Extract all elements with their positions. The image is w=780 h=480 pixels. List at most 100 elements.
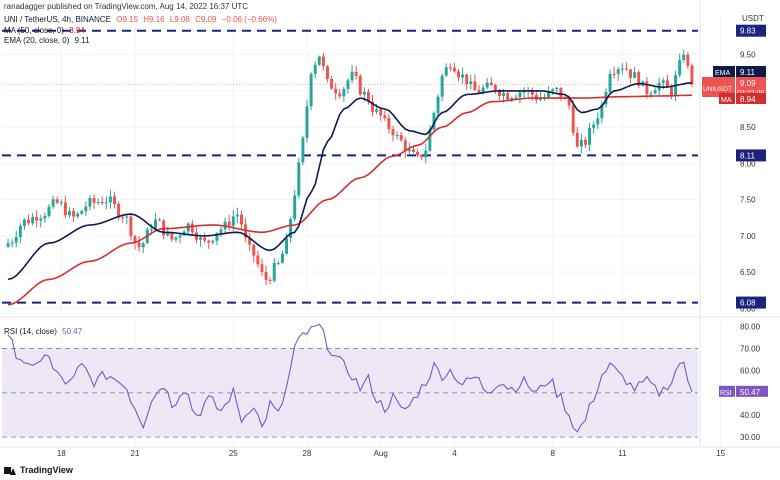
- candle-body: [620, 68, 624, 70]
- candlestick-series: [2, 49, 698, 286]
- level-tag-label: 6.08: [740, 299, 756, 308]
- candle-body: [330, 78, 334, 89]
- candle-body: [596, 118, 600, 125]
- rsi-value-tag: [736, 385, 768, 397]
- candle-body: [154, 219, 157, 230]
- candle-body: [399, 135, 403, 141]
- candle-body: [387, 118, 391, 130]
- candle-body: [280, 253, 284, 263]
- candle-body: [452, 67, 456, 72]
- candle-body: [436, 96, 440, 114]
- candle-body: [682, 54, 686, 61]
- candle-body: [575, 132, 579, 147]
- close-value: C9.09: [195, 15, 217, 24]
- candle-body: [481, 87, 485, 93]
- candle-body: [264, 271, 268, 281]
- candle-body: [608, 73, 612, 92]
- candle-body: [551, 89, 555, 92]
- candle-body: [113, 196, 116, 205]
- time-tick-label: 8: [550, 449, 555, 458]
- time-tick-label: 11: [618, 449, 627, 458]
- candle-body: [31, 217, 35, 224]
- time-tick-label: 25: [229, 449, 238, 458]
- low-value: L9.08: [169, 15, 190, 24]
- candle-body: [604, 91, 608, 105]
- candle-body: [645, 81, 649, 95]
- candle-body: [555, 87, 559, 90]
- symbol-tag-label: UNIUSDT: [703, 86, 732, 93]
- candle-body: [96, 202, 100, 204]
- candle-body: [6, 243, 10, 247]
- rsi-tick-label: 40.00: [740, 411, 761, 420]
- candle-body: [178, 235, 182, 238]
- level-tag: [736, 149, 766, 162]
- candle-body: [137, 242, 141, 248]
- candle-body: [379, 109, 383, 116]
- candle-body: [174, 237, 178, 240]
- candle-body: [84, 206, 88, 212]
- price-tags: 9.838.116.08EMA9.11UNIUSDT9.0903:22:08MA…: [702, 24, 766, 309]
- candle-body: [219, 229, 223, 234]
- price-tick-label: 6.50: [740, 268, 756, 277]
- ma-50-line: [7, 94, 693, 306]
- ema-legend[interactable]: EMA (20, close, 0) 9.11: [4, 36, 93, 45]
- ma-tag-value: 8.94: [740, 95, 756, 104]
- last-price-tag: [736, 77, 766, 97]
- candle-body: [358, 75, 362, 95]
- candle-body: [166, 232, 170, 236]
- candle-body: [170, 232, 174, 240]
- candle-body: [313, 64, 317, 74]
- candle-body: [289, 219, 293, 238]
- ma-legend[interactable]: MA (50, close, 0) 8.94: [4, 26, 88, 35]
- candle-body: [276, 262, 280, 264]
- candle-body: [665, 80, 669, 88]
- rsi-legend[interactable]: RSI (14, close) 50.47: [4, 327, 85, 336]
- candle-body: [670, 87, 673, 96]
- candle-body: [297, 162, 301, 196]
- change-value: −0.06 (−0.66%): [221, 15, 277, 24]
- candle-body: [559, 87, 563, 98]
- rsi-band: [2, 348, 698, 438]
- candle-body: [268, 280, 272, 282]
- candle-body: [68, 211, 71, 216]
- candle-body: [473, 81, 477, 91]
- ema-20-line: [7, 82, 693, 281]
- candle-body: [22, 219, 26, 226]
- rsi-tick-label: 80.00: [740, 322, 761, 331]
- candle-body: [633, 72, 637, 78]
- candle-body: [567, 99, 571, 106]
- rsi-label: RSI (14, close): [4, 327, 57, 336]
- candle-body: [207, 240, 211, 243]
- candle-body: [215, 233, 219, 241]
- ema-tag: [713, 66, 735, 77]
- ema-label: EMA (20, close, 0): [4, 36, 70, 45]
- candle-body: [588, 127, 592, 145]
- publisher-line: ranadagger published on TradingView.com,…: [4, 2, 249, 11]
- rsi-tick-label: 70.00: [740, 345, 761, 354]
- candle-body: [51, 199, 55, 207]
- symbol-legend[interactable]: UNI / TetherUS, 4h, BINANCE O9.15 H9.16 …: [4, 15, 280, 24]
- candle-body: [416, 151, 420, 156]
- candle-body: [285, 237, 288, 254]
- candle-body: [407, 149, 411, 152]
- candle-body: [272, 262, 276, 281]
- price-tick-label: 7.50: [740, 196, 756, 205]
- candle-body: [629, 69, 632, 78]
- candle-body: [18, 225, 22, 238]
- time-tick-label: 21: [131, 449, 140, 458]
- ema-20-path: [7, 82, 693, 281]
- level-tag: [736, 296, 766, 309]
- candle-body: [190, 223, 194, 233]
- tradingview-logo[interactable]: TradingView: [4, 465, 73, 475]
- currency-label: USDT: [742, 14, 764, 23]
- candle-body: [309, 73, 313, 107]
- time-axis[interactable]: 18 21 25 28 Aug 4 8 11 15: [0, 446, 780, 458]
- candle-body: [440, 75, 444, 97]
- candle-body: [80, 211, 84, 214]
- candle-body: [518, 92, 522, 98]
- candle-body: [117, 204, 121, 218]
- candle-body: [412, 149, 415, 152]
- candle-body: [547, 91, 551, 98]
